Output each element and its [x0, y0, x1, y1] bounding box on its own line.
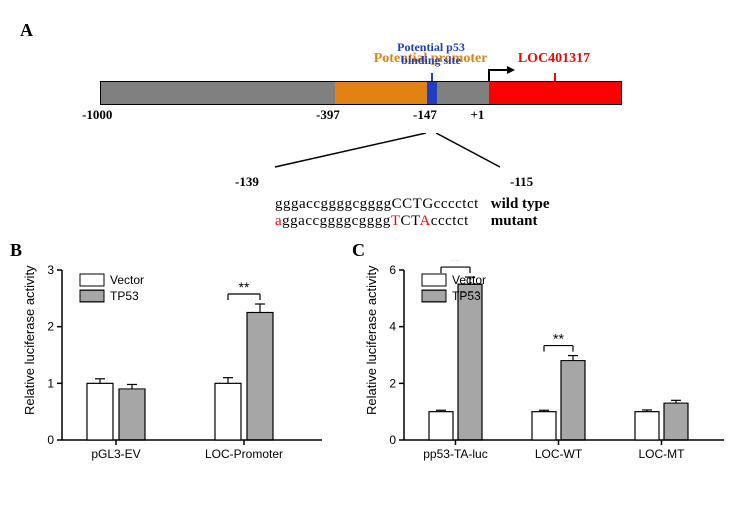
legend-swatch — [80, 274, 104, 286]
svg-text:**: ** — [450, 260, 461, 268]
svg-text:2: 2 — [47, 320, 54, 334]
label-tick — [431, 73, 433, 81]
seq-wt-name: wild type — [491, 196, 550, 213]
coord-label: -1000 — [82, 107, 112, 123]
legend-swatch — [422, 290, 446, 302]
legend-label: Vector — [452, 273, 486, 287]
zoom-lines — [80, 133, 640, 169]
svg-text:LOC-Promoter: LOC-Promoter — [205, 447, 283, 461]
svg-text:0: 0 — [389, 433, 396, 447]
label-b: B — [10, 240, 22, 261]
coords-row: -1000-397-147+1 — [100, 105, 620, 125]
legend-label: TP53 — [110, 289, 139, 303]
diagram-label: Potential p53binding site — [361, 41, 501, 67]
seq-wt: gggaccggggcggggCCTGcccctct — [275, 196, 479, 213]
tss-arrow — [487, 66, 517, 82]
bar — [215, 383, 241, 440]
svg-text:LOC-WT: LOC-WT — [535, 447, 583, 461]
bar — [429, 412, 453, 440]
diagram-top-labels: Potential promoterPotential p53binding s… — [100, 41, 620, 81]
gene-segment — [489, 82, 621, 104]
bar — [87, 383, 113, 440]
panel-c: C Relative luciferase activity 0246pp53-… — [362, 260, 734, 466]
svg-text:3: 3 — [47, 263, 54, 277]
svg-text:1: 1 — [47, 376, 54, 390]
sequence-lines: gggaccggggcggggCCTGcccctctaggaccggggcggg… — [275, 196, 479, 230]
svg-text:LOC-MT: LOC-MT — [639, 447, 686, 461]
panel-b: B Relative luciferase activity 0123pGL3-… — [20, 260, 332, 466]
svg-text:0: 0 — [47, 433, 54, 447]
label-tick — [554, 73, 556, 81]
chart-b: 0 1 2 3 pGL3-EV LOC-Promoter ** Vector TP53 — [20, 260, 332, 466]
diagram-label: LOC401317 — [484, 51, 624, 66]
label-c: C — [352, 240, 365, 261]
bar — [561, 361, 585, 440]
svg-text:**: ** — [553, 331, 564, 347]
svg-text:pGL3-EV: pGL3-EV — [91, 447, 140, 461]
svg-text:pp53-TA-luc: pp53-TA-luc — [423, 447, 487, 461]
svg-text:4: 4 — [389, 320, 396, 334]
gene-bar — [100, 81, 622, 105]
panel-a: A Potential promoterPotential p53binding… — [20, 20, 733, 230]
seq-end-coord: -115 — [510, 174, 533, 190]
bar — [664, 403, 688, 440]
chart-c-ylabel: Relative luciferase activity — [364, 265, 379, 415]
seq-mt-name: mutant — [491, 213, 550, 230]
chart-b-ylabel: Relative luciferase activity — [22, 265, 37, 415]
gene-segment — [335, 82, 427, 104]
legend-label: Vector — [110, 273, 144, 287]
seq-mt: aggaccggggcggggTCTAccctct — [275, 213, 479, 230]
bar — [247, 313, 273, 441]
coord-label: -397 — [316, 107, 340, 123]
seq-start-coord: -139 — [235, 174, 259, 190]
charts-row: B Relative luciferase activity 0123pGL3-… — [20, 260, 733, 466]
gene-segment — [101, 82, 335, 104]
legend-swatch — [80, 290, 104, 302]
bar — [532, 412, 556, 440]
bar — [635, 412, 659, 440]
svg-text:2: 2 — [389, 376, 396, 390]
gene-segment — [437, 82, 489, 104]
bar — [458, 284, 482, 440]
legend-swatch — [422, 274, 446, 286]
svg-text:**: ** — [239, 279, 250, 295]
coord-label: -147 — [413, 107, 437, 123]
chart-c: 0 2 4 6 pp53-TA-luc LOC-WT LOC-MT ** ** Vector TP5… — [362, 260, 734, 466]
gene-segment — [427, 82, 437, 104]
legend-label: TP53 — [452, 289, 481, 303]
bar — [119, 389, 145, 440]
svg-text:6: 6 — [389, 263, 396, 277]
sequence-block: -139 -115 gggaccggggcggggCCTGcccctctagga… — [80, 133, 733, 230]
label-a: A — [20, 20, 33, 41]
coord-label: +1 — [470, 107, 484, 123]
